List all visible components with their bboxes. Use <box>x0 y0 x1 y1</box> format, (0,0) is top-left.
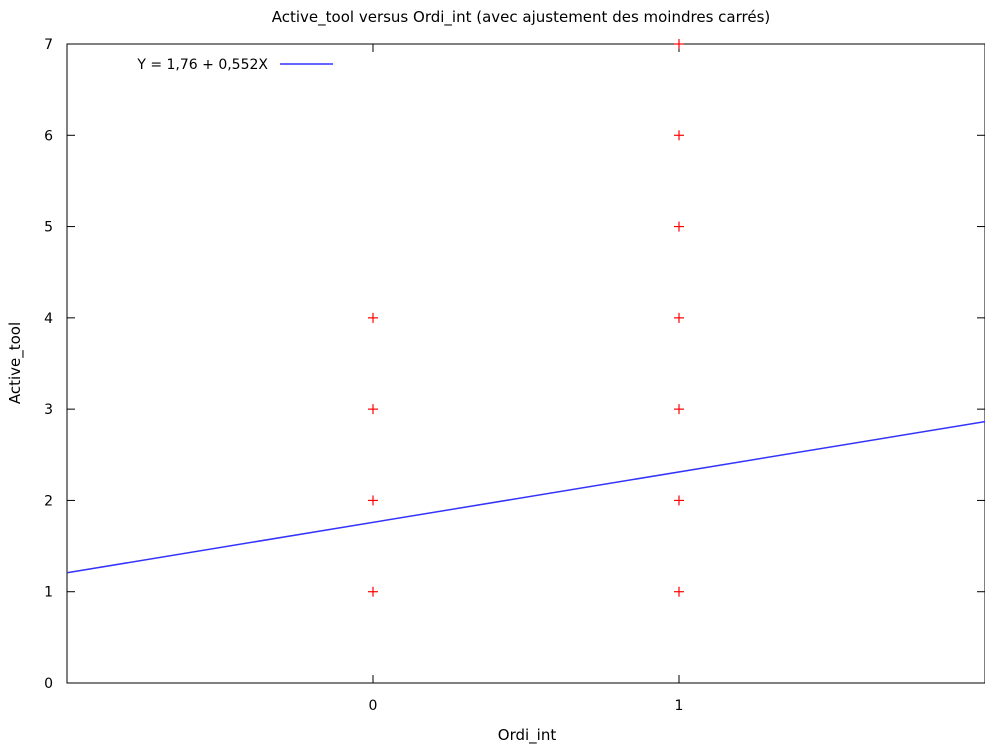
plot-border <box>66 43 985 684</box>
data-point <box>674 221 684 232</box>
fit-line-group <box>66 420 985 574</box>
data-points <box>368 39 684 597</box>
legend-label: Y = 1,76 + 0,552X <box>136 57 268 73</box>
data-point <box>674 312 684 323</box>
y-tick-label: 7 <box>44 37 53 53</box>
data-point <box>674 130 684 141</box>
data-point <box>368 495 378 506</box>
data-point <box>368 586 378 597</box>
data-point <box>674 586 684 597</box>
y-tick-label: 4 <box>44 311 53 327</box>
x-axis-label: Ordi_int <box>498 726 557 744</box>
plot-frame <box>66 43 985 684</box>
x-tick-label: 1 <box>675 698 684 714</box>
data-point <box>674 495 684 506</box>
data-point <box>368 404 378 415</box>
chart-title: Active_tool versus Ordi_int (avec ajuste… <box>272 8 770 27</box>
y-tick-label: 1 <box>44 585 53 601</box>
data-point <box>674 404 684 415</box>
legend: Y = 1,76 + 0,552X <box>136 57 333 73</box>
y-tick-label: 5 <box>44 220 53 236</box>
y-axis-ticks: 0 1 2 3 4 5 6 7 <box>44 37 985 692</box>
y-tick-label: 6 <box>44 128 53 144</box>
y-tick-label: 3 <box>44 402 53 418</box>
y-axis-label: Active_tool <box>6 322 25 404</box>
y-tick-label: 0 <box>44 676 53 692</box>
x-tick-label: 0 <box>369 698 378 714</box>
y-tick-label: 2 <box>44 493 53 509</box>
data-point <box>368 312 378 323</box>
data-point <box>674 39 684 49</box>
fit-line <box>66 420 985 574</box>
